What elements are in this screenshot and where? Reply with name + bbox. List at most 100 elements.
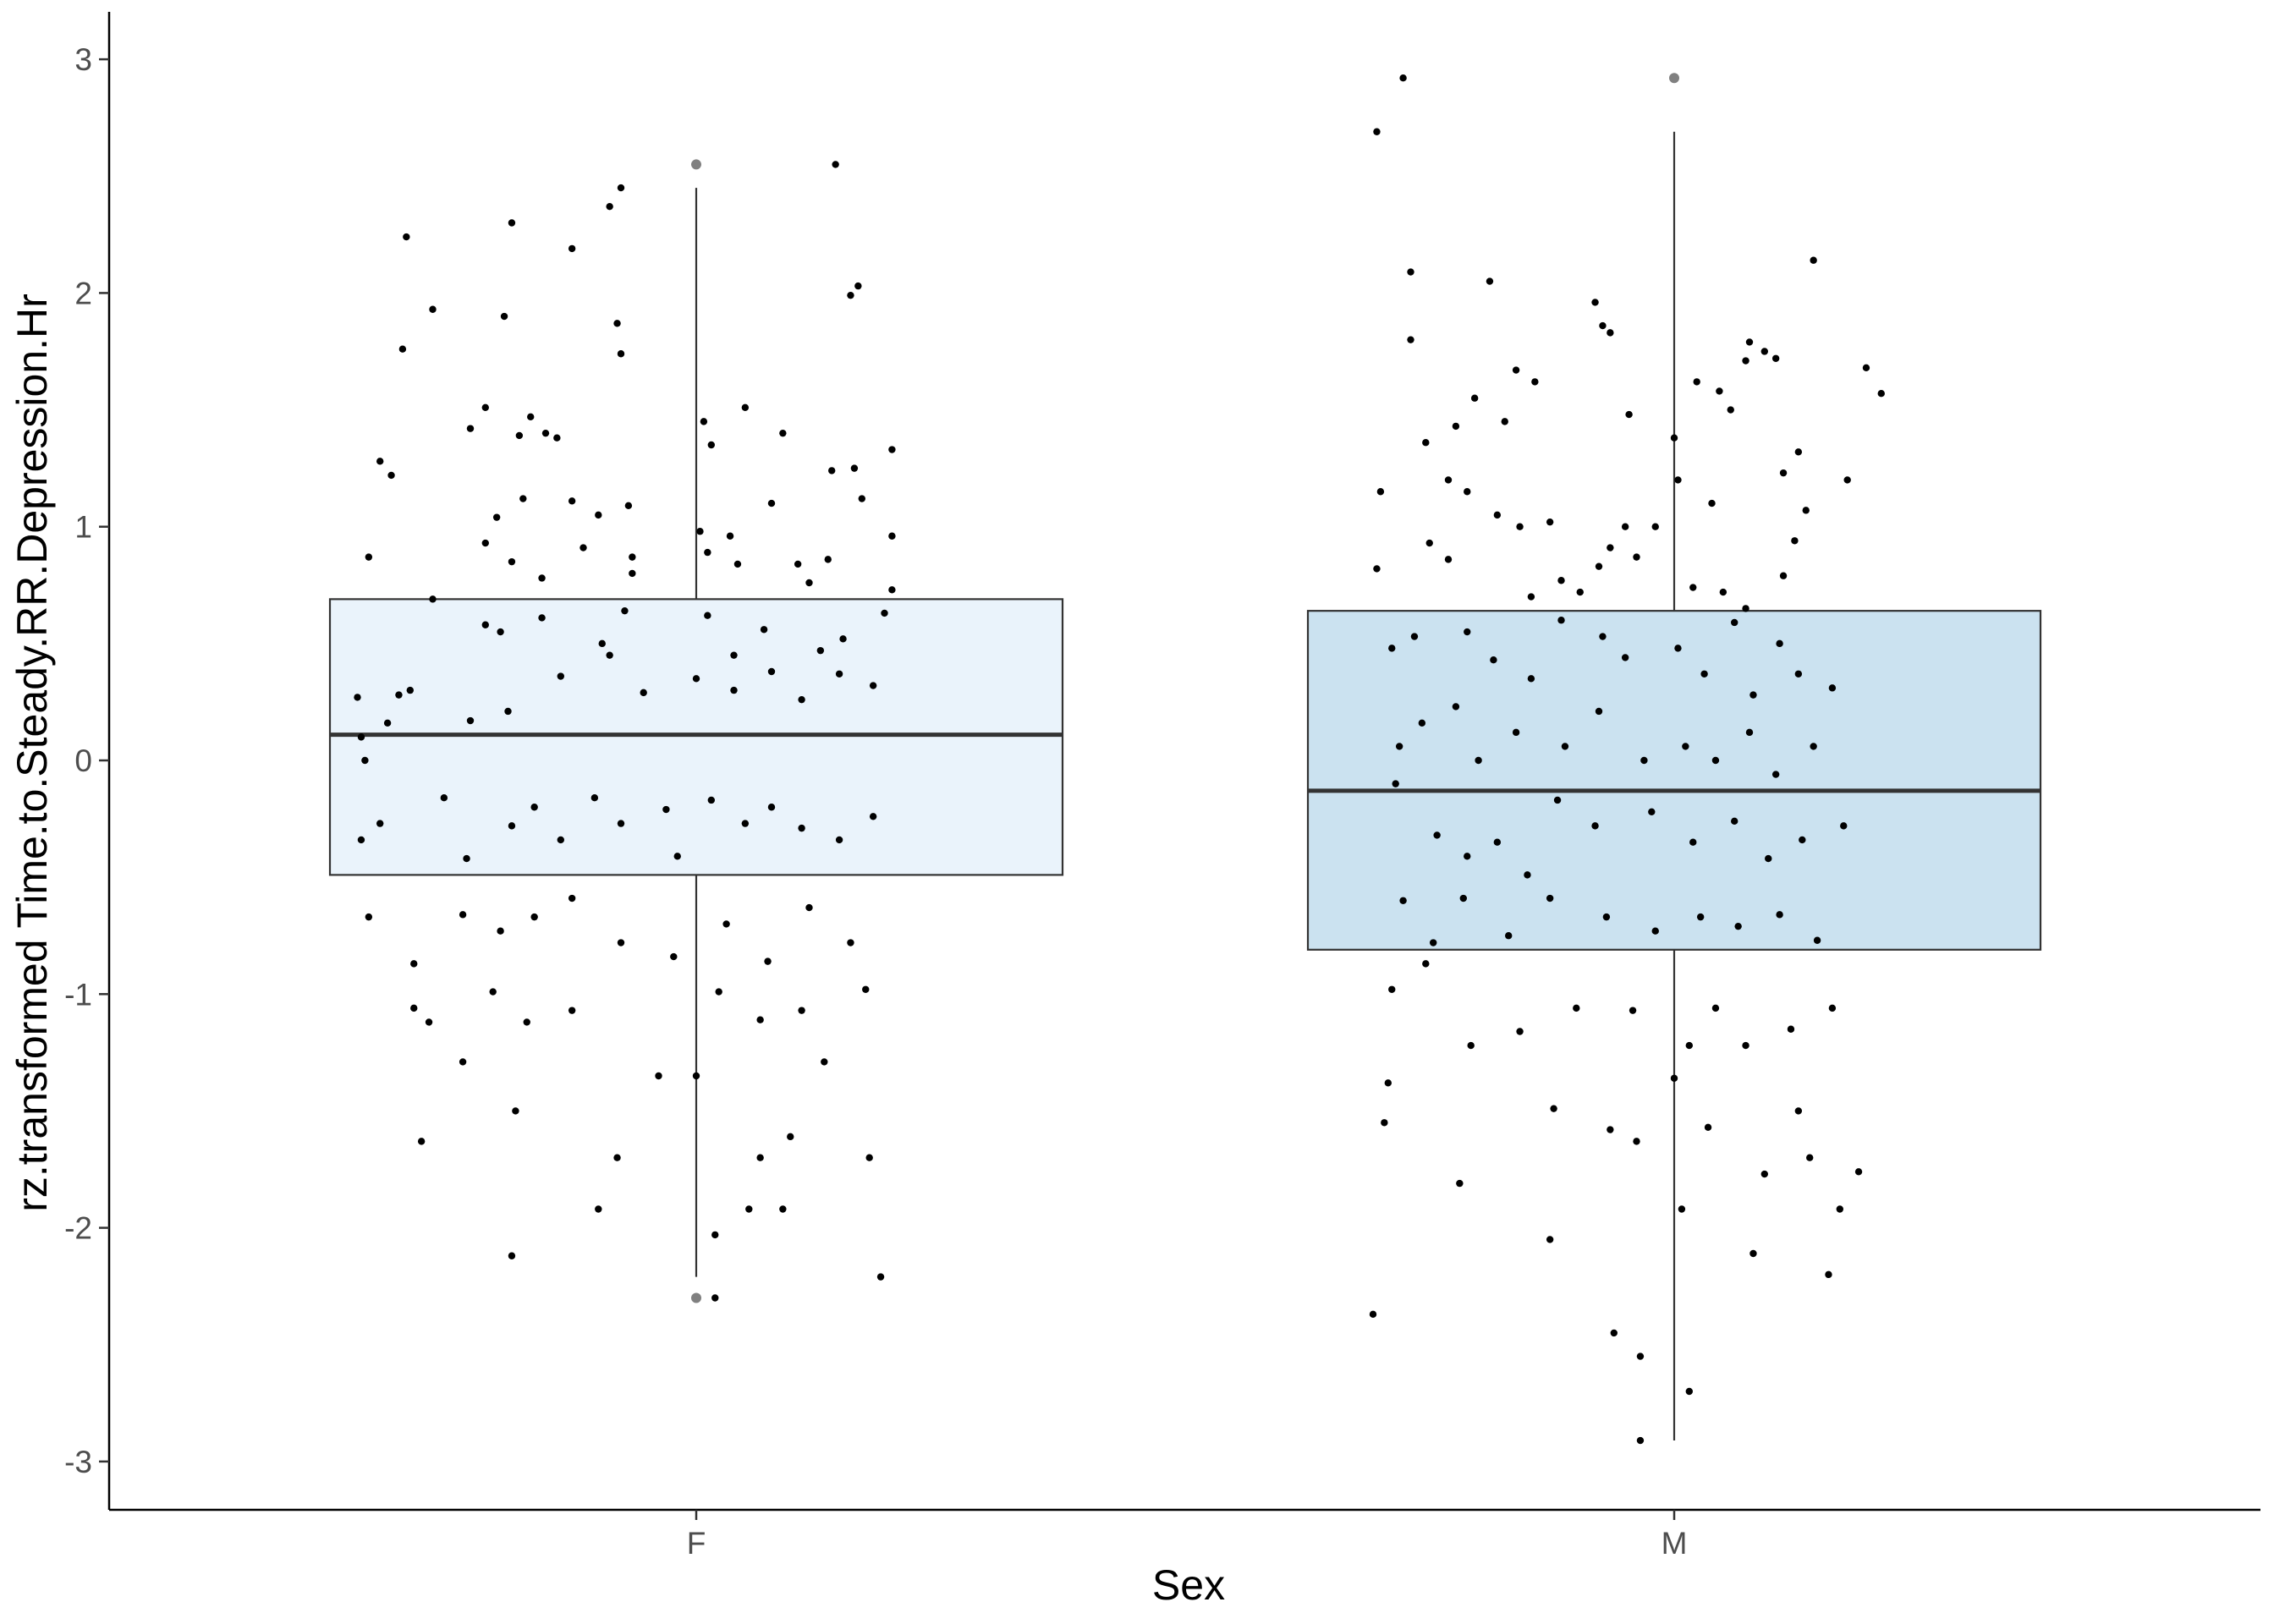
data-point [798, 1007, 805, 1014]
data-point [1376, 488, 1385, 496]
data-point [629, 553, 636, 561]
data-point [530, 804, 538, 811]
data-point [429, 305, 437, 313]
data-point [798, 695, 805, 704]
data-point [847, 291, 854, 299]
data-point [1459, 894, 1468, 903]
data-point [1470, 394, 1479, 402]
data-point [1682, 743, 1689, 750]
data-point [398, 345, 407, 353]
data-point [1591, 299, 1599, 306]
data-point [1599, 321, 1607, 330]
data-point [1486, 277, 1494, 285]
data-point [1490, 656, 1497, 664]
data-point [512, 1107, 519, 1115]
data-point [673, 853, 681, 860]
data-point [847, 939, 854, 946]
data-point [508, 219, 516, 227]
data-point [1573, 1004, 1580, 1012]
data-point [1410, 633, 1419, 640]
data-point [756, 1154, 764, 1161]
data-point [1531, 378, 1539, 386]
data-point [1760, 1170, 1768, 1178]
data-point [821, 1058, 828, 1066]
data-point [568, 894, 576, 903]
data-point [508, 822, 516, 830]
data-point [440, 794, 448, 802]
data-point [1464, 488, 1471, 496]
data-point [523, 1018, 530, 1026]
data-point [1621, 654, 1629, 661]
data-point [1810, 256, 1817, 264]
data-point [1546, 894, 1554, 903]
data-point [670, 952, 678, 961]
data-point [662, 805, 670, 814]
data-point [707, 441, 715, 449]
data-point [606, 202, 613, 211]
data-point [854, 282, 862, 290]
data-point [1749, 691, 1757, 699]
data-point [805, 903, 813, 912]
data-point [557, 836, 564, 844]
y-tick-label: 2 [74, 276, 92, 310]
y-tick-label: 0 [74, 743, 92, 778]
data-point [1633, 1138, 1640, 1145]
data-point [504, 707, 512, 716]
y-tick-label: -2 [64, 1211, 92, 1246]
data-point [1456, 1179, 1464, 1188]
data-point [553, 434, 561, 442]
data-point [1745, 338, 1754, 346]
data-point [1731, 817, 1738, 826]
data-point [1512, 366, 1520, 374]
jitter-points [354, 74, 1885, 1445]
data-point [1685, 1387, 1694, 1396]
data-point [1791, 537, 1799, 545]
data-point [1696, 913, 1705, 921]
y-axis-title: rz.transformed Time.to.Steady.RR.Depress… [8, 294, 56, 1212]
data-point [459, 1058, 467, 1066]
data-point [1776, 911, 1783, 919]
data-point [1407, 336, 1414, 343]
data-point [726, 532, 734, 540]
data-point [557, 672, 564, 680]
data-point [1711, 1004, 1720, 1012]
data-point [624, 502, 633, 510]
data-point [1771, 354, 1780, 362]
data-point [1693, 378, 1700, 386]
data-point [711, 1231, 719, 1239]
tick-labels: 3 2 1 0 -1 -2 -3 F M [64, 42, 1687, 1561]
data-point [617, 820, 625, 827]
data-point [1828, 1004, 1837, 1012]
data-point [850, 464, 859, 472]
data-point [1806, 1154, 1814, 1161]
data-point [1512, 728, 1520, 737]
data-point [692, 1072, 700, 1080]
data-point [395, 691, 403, 699]
data-point [745, 1205, 753, 1213]
data-point [1685, 1041, 1694, 1050]
data-point [538, 614, 546, 622]
data-point [767, 667, 776, 676]
data-point [1711, 756, 1720, 765]
data-point [403, 233, 410, 241]
data-point [429, 595, 437, 603]
data-point [1602, 913, 1611, 921]
data-point [1373, 128, 1381, 135]
data-point [459, 911, 467, 919]
data-point [1527, 675, 1535, 683]
data-point [692, 675, 700, 683]
data-point [1433, 831, 1441, 839]
data-point [1760, 348, 1768, 355]
outlier-point [1669, 73, 1679, 84]
data-point [1553, 796, 1562, 804]
data-point [779, 1205, 787, 1213]
data-point [1524, 871, 1531, 879]
data-point [816, 646, 825, 655]
data-point [617, 350, 625, 358]
data-point [410, 1004, 418, 1012]
data-point [741, 403, 750, 411]
data-point [410, 960, 418, 968]
data-point [1629, 1007, 1637, 1014]
data-point [1407, 268, 1414, 276]
